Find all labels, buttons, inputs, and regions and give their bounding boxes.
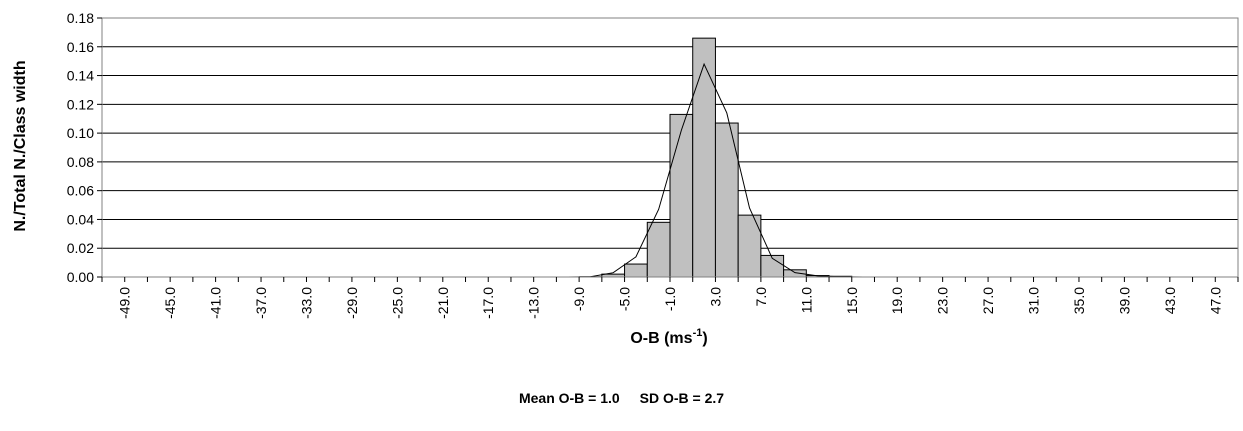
y-axis-title: N./Total N./Class width xyxy=(12,60,29,231)
y-tick-label: 0.04 xyxy=(67,211,94,227)
x-tick-label: -1.0 xyxy=(662,287,678,311)
x-tick-label: -41.0 xyxy=(208,287,224,319)
x-tick-label: -37.0 xyxy=(253,287,269,319)
x-axis-title-superscript: -1 xyxy=(693,327,703,339)
x-tick-label: 27.0 xyxy=(980,287,996,314)
x-tick-label: -29.0 xyxy=(344,287,360,319)
x-tick-label: -9.0 xyxy=(571,287,587,311)
x-tick-label: -33.0 xyxy=(298,287,314,319)
histogram-bar xyxy=(624,263,648,278)
histogram-bar xyxy=(669,113,694,278)
x-tick-label: -5.0 xyxy=(617,287,633,311)
x-tick-label: 23.0 xyxy=(935,287,951,314)
x-axis-title: O-B (ms-1) xyxy=(630,327,707,347)
x-tick-label: -13.0 xyxy=(526,287,542,319)
x-tick-label: 15.0 xyxy=(844,287,860,314)
histogram-bar xyxy=(692,37,716,278)
histogram-chart: 0.00 0.02 0.04 0.06 0.08 0.10 0.12 0.14 0.16 0.18… xyxy=(12,10,1239,347)
x-tick-label: -45.0 xyxy=(162,287,178,319)
y-axis-ticks: 0.00 0.02 0.04 0.06 0.08 0.10 0.12 0.14 0.16 0.18 xyxy=(67,10,102,285)
x-tick-label: -21.0 xyxy=(435,287,451,319)
sd-stat: SD O-B = 2.7 xyxy=(639,390,725,406)
x-tick-label: -49.0 xyxy=(117,287,133,319)
y-tick-label: 0.16 xyxy=(67,39,94,55)
y-tick-label: 0.08 xyxy=(67,154,94,170)
x-tick-label: 35.0 xyxy=(1071,287,1087,314)
y-tick-label: 0.10 xyxy=(67,125,94,141)
x-tick-label: 3.0 xyxy=(707,287,723,307)
y-tick-label: 0.02 xyxy=(67,240,94,256)
x-tick-label: 7.0 xyxy=(753,287,769,307)
x-axis-ticks: -49.0 -45.0 -41.0 -37.0 -33.0 -29.0 -25.0 -21.0… xyxy=(101,277,1239,319)
x-tick-label: 31.0 xyxy=(1026,287,1042,314)
y-tick-label: 0.14 xyxy=(67,68,94,84)
x-tick-label: -25.0 xyxy=(389,287,405,319)
stats-footer: Mean O-B = 1.0 SD O-B = 2.7 xyxy=(0,390,1243,406)
x-tick-label: 43.0 xyxy=(1162,287,1178,314)
x-tick-label: 19.0 xyxy=(889,287,905,314)
y-tick-label: 0.00 xyxy=(67,269,94,285)
histogram-bars xyxy=(578,37,853,278)
y-tick-label: 0.06 xyxy=(67,183,94,199)
x-axis-title-end: ) xyxy=(702,330,707,347)
x-tick-label: -17.0 xyxy=(480,287,496,319)
x-tick-label: 11.0 xyxy=(798,287,814,313)
y-tick-label: 0.12 xyxy=(67,96,94,112)
mean-stat: Mean O-B = 1.0 xyxy=(518,390,620,406)
x-axis-title-main: O-B (ms xyxy=(630,330,692,347)
x-tick-label: 39.0 xyxy=(1116,287,1132,314)
y-tick-label: 0.18 xyxy=(67,10,94,26)
x-tick-label: 47.0 xyxy=(1207,287,1223,314)
histogram-bar xyxy=(646,221,671,278)
